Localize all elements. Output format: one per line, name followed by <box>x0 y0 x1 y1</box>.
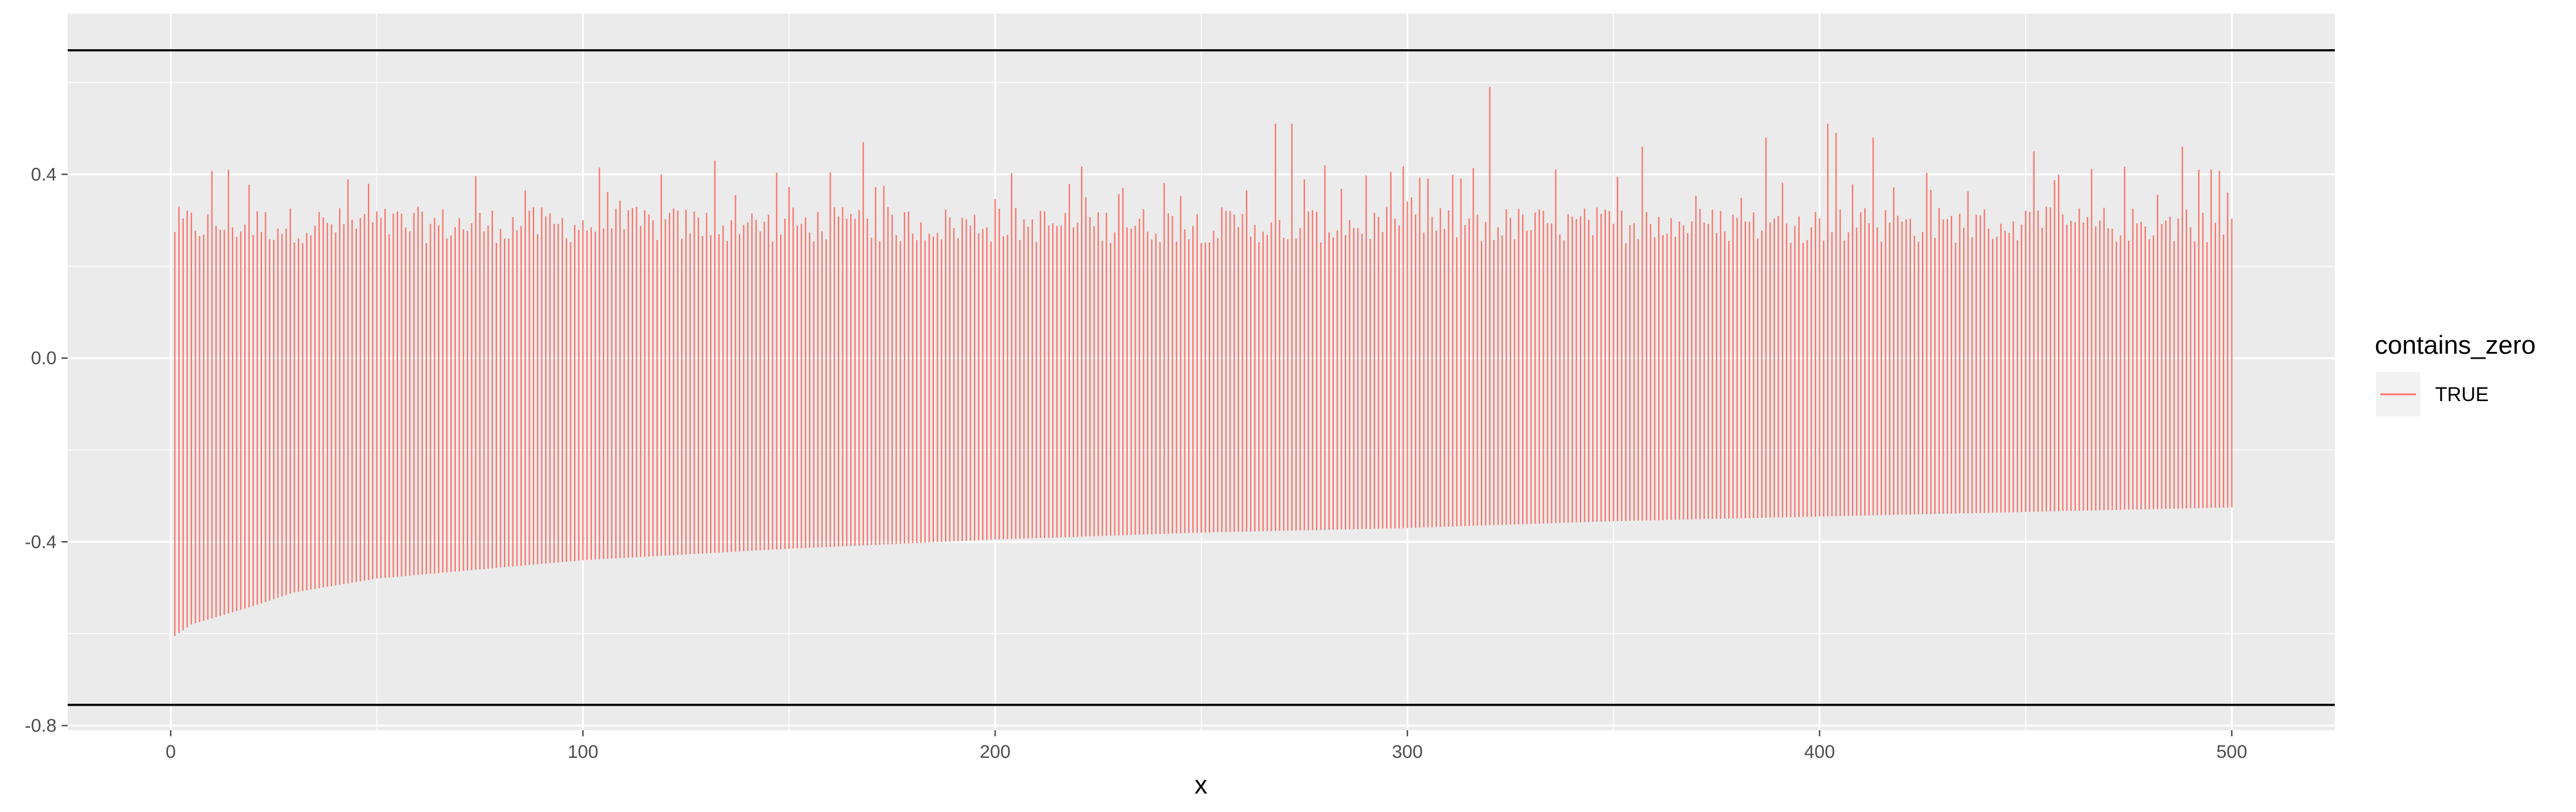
y-tick-label: 0.4 <box>31 164 57 185</box>
x-tick-label: 200 <box>979 742 1010 762</box>
legend: contains_zero TRUE <box>2375 330 2536 416</box>
legend-title: contains_zero <box>2375 330 2536 359</box>
y-tick-label: -0.8 <box>25 716 57 736</box>
x-tick-label: 100 <box>567 742 598 762</box>
x-axis-title: x <box>1195 770 1208 799</box>
legend-label-true: TRUE <box>2435 383 2489 405</box>
x-tick-label: 400 <box>1804 742 1835 762</box>
x-axis: 0 100 200 300 400 500 <box>165 730 2247 762</box>
x-tick-label: 300 <box>1392 742 1422 762</box>
y-tick-label: -0.4 <box>25 532 57 552</box>
error-bars <box>174 87 2233 636</box>
reference-lines <box>68 49 2335 706</box>
x-tick-label: 500 <box>2216 742 2247 762</box>
x-tick-label: 0 <box>165 742 176 762</box>
y-axis: -0.8 -0.4 0.0 0.4 <box>25 164 68 736</box>
y-tick-label: 0.0 <box>31 348 57 368</box>
